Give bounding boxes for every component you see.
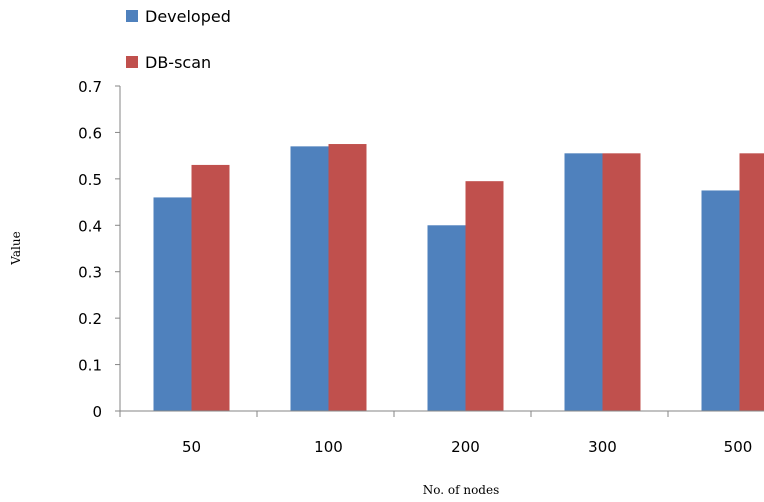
x-axis-title: No. of nodes bbox=[423, 483, 500, 497]
y-tick-labels: 0 0.1 0.2 0.3 0.4 0.5 0.6 0.7 bbox=[78, 78, 102, 421]
bar-db-scan-300 bbox=[602, 153, 641, 412]
y-tick-label: 0 bbox=[92, 403, 102, 421]
y-tick-label: 0.5 bbox=[78, 171, 102, 189]
axis-tick-marks bbox=[115, 85, 669, 417]
bar-db-scan-50 bbox=[191, 164, 230, 411]
x-tick-label: 300 bbox=[588, 438, 617, 456]
bar-developed-50 bbox=[153, 197, 192, 411]
legend-label-developed: Developed bbox=[145, 7, 231, 26]
y-axis-title: Value bbox=[9, 231, 23, 265]
legend-item-developed: Developed bbox=[126, 7, 231, 26]
x-tick-labels: 50 100 200 300 500 bbox=[182, 438, 752, 456]
legend: Developed DB-scan bbox=[126, 7, 231, 72]
x-tick-label: 50 bbox=[182, 438, 201, 456]
bar-developed-300 bbox=[564, 153, 603, 412]
y-tick-label: 0.6 bbox=[78, 124, 102, 142]
x-tick-label: 200 bbox=[451, 438, 480, 456]
legend-item-db-scan: DB-scan bbox=[126, 53, 211, 72]
bar-developed-100 bbox=[290, 146, 329, 411]
x-tick-label: 500 bbox=[724, 438, 753, 456]
legend-swatch-db-scan bbox=[126, 56, 138, 68]
y-tick-label: 0.4 bbox=[78, 217, 102, 235]
bar-db-scan-100 bbox=[328, 144, 367, 412]
y-tick-label: 0.7 bbox=[78, 78, 102, 96]
y-tick-label: 0.2 bbox=[78, 310, 102, 328]
bar-db-scan-500 bbox=[739, 153, 764, 412]
x-tick-label: 100 bbox=[314, 438, 343, 456]
bar-developed-200 bbox=[427, 225, 466, 411]
legend-label-db-scan: DB-scan bbox=[145, 53, 211, 72]
y-tick-label: 0.1 bbox=[78, 357, 102, 375]
y-tick-label: 0.3 bbox=[78, 264, 102, 282]
bars-layer bbox=[153, 144, 764, 412]
bar-db-scan-200 bbox=[465, 181, 504, 411]
legend-swatch-developed bbox=[126, 10, 138, 22]
bar-developed-500 bbox=[701, 190, 740, 411]
